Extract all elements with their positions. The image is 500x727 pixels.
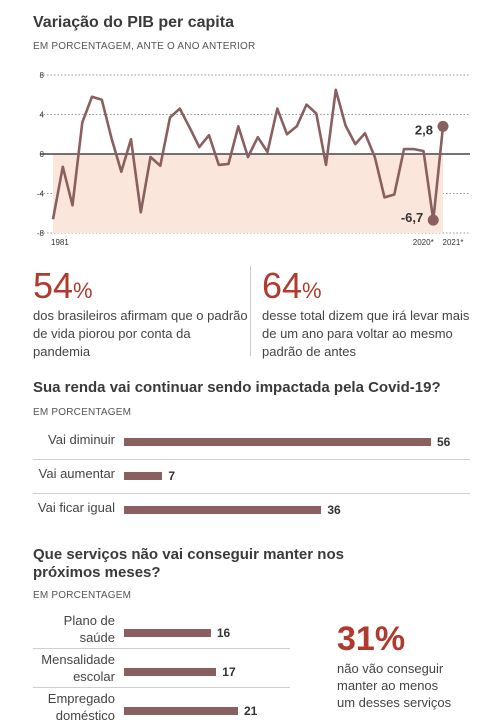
annotation-low: -6,7 (401, 210, 423, 225)
callout-text: não vão conseguir manter ao menos um des… (337, 660, 451, 711)
bar-value-label: 16 (216, 626, 231, 640)
point-2021 (437, 120, 449, 132)
stat-right-value: 64 (262, 265, 303, 306)
bar-value-label: 36 (327, 503, 341, 517)
bar-category-label: Vai aumentar (38, 466, 115, 481)
bar-category-label: Vai diminuir (48, 432, 115, 447)
row-separator (33, 459, 470, 460)
gdp-line-chart: 8 4 0 -4 -8 1981 2020* 2021* 2,8 -6,7 (37, 71, 470, 247)
callout-number: 31% (337, 620, 406, 658)
stat-left-text: dos brasileiros afirmam que o padrão de … (33, 308, 248, 359)
row-separator (33, 493, 470, 494)
bar-value-label: 56 (437, 435, 451, 449)
stat-right-unit: % (302, 278, 322, 303)
x-tick-label-start: 1981 (51, 238, 69, 247)
services-bar-chart: Plano de saúde 16 Mensalidade escolar 17 Empre… (33, 608, 323, 724)
bar-row: Vai aumentar 7 (33, 460, 470, 494)
annotation-high: 2,8 (415, 122, 433, 137)
bar (124, 707, 238, 715)
bar-category-label: Vai ficar igual (37, 500, 115, 515)
bar (124, 506, 322, 514)
bar-row: Vai ficar igual 36 (33, 494, 470, 528)
point-2020 (427, 214, 439, 226)
y-tick-label: 4 (40, 111, 45, 120)
chart1-subtitle: EM PORCENTAGEM, ANTE O ANO ANTERIOR (33, 41, 256, 52)
negative-area (53, 154, 443, 233)
stat-right-number: 64% (262, 268, 322, 304)
bar-value-label: 7 (168, 469, 176, 483)
bar-row: Mensalidade escolar 17 (33, 649, 290, 688)
stat-left-number: 54% (33, 268, 93, 304)
chart3-subtitle: EM PORCENTAGEM (33, 590, 132, 601)
row-separator (33, 687, 290, 688)
x-tick-label-2020: 2020* (413, 238, 434, 247)
callout-line-1: não vão conseguir (337, 661, 444, 676)
y-tick-label: -4 (37, 190, 45, 199)
chart2-subtitle: EM PORCENTAGEM (33, 407, 132, 418)
y-tick-label: 8 (40, 71, 45, 80)
bar-category-label: Mensalidade escolar (41, 652, 115, 684)
row-separator (33, 648, 290, 649)
gdp-series-line (51, 88, 445, 222)
bar (124, 472, 163, 480)
chart3-title: Que serviços não vai conseguir manter no… (33, 546, 344, 582)
callout-line-2: manter ao menos (337, 678, 439, 693)
bar (124, 438, 431, 446)
bar-row: Empregado doméstico 21 (33, 688, 290, 727)
bar (124, 629, 211, 637)
chart3-title-line2: próximos meses? (33, 564, 161, 581)
bar-value-label: 21 (244, 704, 258, 718)
chart2-title: Sua renda vai continuar sendo impactada … (33, 379, 441, 396)
bar (124, 668, 217, 676)
y-tick-label: -8 (37, 229, 45, 238)
chart1-title: Variação do PIB per capita (33, 14, 234, 31)
callout-line-3: um desses serviços (337, 695, 452, 710)
bar-category-label: Plano de saúde (63, 613, 115, 645)
x-tick-label-2021: 2021* (443, 238, 464, 247)
stat-divider (250, 266, 251, 356)
stat-left-unit: % (73, 278, 93, 303)
stat-right-text: desse total dizem que irá levar mais de … (262, 308, 470, 359)
chart3-title-line1: Que serviços não vai conseguir manter no… (33, 546, 344, 563)
bar-row: Vai diminuir 56 (33, 426, 470, 460)
bar-value-label: 17 (222, 665, 236, 679)
y-tick-label: 0 (40, 150, 45, 159)
income-bar-chart: Vai diminuir 56 Vai aumentar 7 Vai ficar igu… (33, 424, 470, 524)
bar-row: Plano de saúde 16 (33, 610, 290, 649)
bar-category-label: Empregado doméstico (47, 691, 115, 723)
stat-left-value: 54 (33, 265, 74, 306)
